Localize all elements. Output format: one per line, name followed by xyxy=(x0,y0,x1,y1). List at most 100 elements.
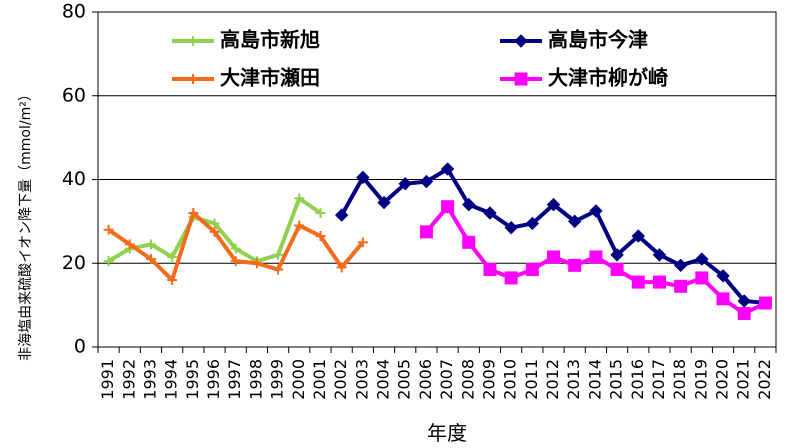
y-axis-title: 非海塩由来硫酸イオン降下量（mmol/m²） xyxy=(18,87,34,361)
data-point xyxy=(419,174,434,189)
x-tick-label: 2014 xyxy=(585,359,604,400)
data-point xyxy=(145,239,156,250)
x-tick-label: 2020 xyxy=(713,359,732,400)
data-point xyxy=(546,197,561,212)
data-point xyxy=(419,225,433,239)
data-point xyxy=(336,262,347,273)
data-point xyxy=(716,292,730,306)
data-point xyxy=(440,162,455,176)
data-point xyxy=(695,252,709,266)
data-point xyxy=(356,170,370,185)
x-tick-label: 2002 xyxy=(331,359,350,400)
data-point xyxy=(188,36,198,46)
data-point xyxy=(695,271,709,285)
x-tick-label: 1993 xyxy=(140,359,159,400)
x-tick-label: 2006 xyxy=(416,359,435,400)
x-tick-label: 1999 xyxy=(268,359,287,400)
data-point xyxy=(124,239,135,250)
data-point xyxy=(273,249,284,260)
data-point xyxy=(504,220,518,235)
data-point xyxy=(652,275,666,289)
x-tick-label: 1994 xyxy=(162,359,181,400)
data-point xyxy=(610,248,624,262)
x-tick-label: 2013 xyxy=(564,359,583,400)
x-axis-title: 年度 xyxy=(427,421,467,445)
data-point xyxy=(230,243,241,254)
legend-label: 大津市瀬田 xyxy=(220,66,320,90)
y-tick-label: 0 xyxy=(74,336,86,358)
x-tick-label: 2016 xyxy=(628,359,647,400)
data-point xyxy=(103,224,114,235)
x-tick-label: 2004 xyxy=(374,359,393,400)
legend-label: 高島市今津 xyxy=(548,28,648,52)
series-4 xyxy=(419,200,772,320)
x-tick-label: 2000 xyxy=(289,359,308,400)
data-point xyxy=(547,250,561,264)
data-point xyxy=(504,271,518,285)
data-point xyxy=(716,269,730,283)
x-tick-label: 2005 xyxy=(395,359,414,400)
x-tick-label: 2019 xyxy=(691,359,710,400)
data-point xyxy=(568,258,582,272)
data-point xyxy=(589,250,603,264)
x-tick-label: 1997 xyxy=(225,359,244,400)
x-tick-label: 2011 xyxy=(522,359,541,400)
legend-item: 高島市新旭 xyxy=(172,28,320,52)
data-point xyxy=(525,263,539,277)
y-tick-label: 80 xyxy=(62,1,86,23)
legend-label: 高島市新旭 xyxy=(220,28,320,52)
data-point xyxy=(631,275,645,289)
data-point xyxy=(188,74,198,84)
data-point xyxy=(652,248,667,262)
legend-item: 大津市柳が崎 xyxy=(500,66,668,90)
grid-layer xyxy=(98,11,776,264)
data-point xyxy=(209,218,220,229)
data-point xyxy=(357,237,368,248)
data-point xyxy=(209,226,220,237)
x-tick-label: 2022 xyxy=(755,359,774,400)
series-layer xyxy=(103,162,773,320)
data-point xyxy=(674,279,688,293)
data-point xyxy=(483,263,497,277)
x-tick-label: 2018 xyxy=(670,359,689,400)
data-point xyxy=(315,231,326,242)
legend-item: 高島市今津 xyxy=(500,28,648,52)
data-point xyxy=(737,307,751,320)
x-tick-label: 1991 xyxy=(98,359,117,400)
data-point xyxy=(514,34,528,48)
series-3 xyxy=(103,208,368,285)
data-point xyxy=(525,216,540,231)
legend-label: 大津市柳が崎 xyxy=(548,66,668,90)
data-point xyxy=(294,220,305,231)
y-tick-label: 60 xyxy=(62,84,86,106)
data-point xyxy=(737,294,751,308)
data-point xyxy=(631,229,645,243)
data-point xyxy=(167,275,178,285)
x-tick-label: 1996 xyxy=(204,359,223,400)
data-point xyxy=(251,258,262,269)
data-point xyxy=(145,254,156,265)
data-point xyxy=(188,208,199,218)
y-tick-label: 40 xyxy=(62,168,86,190)
data-point xyxy=(377,195,391,210)
x-tick-label: 2010 xyxy=(501,359,520,400)
x-tick-label: 2003 xyxy=(352,359,371,400)
x-tick-label: 2017 xyxy=(649,359,668,400)
data-point xyxy=(462,197,476,212)
data-point xyxy=(514,72,528,86)
x-tick-label: 2021 xyxy=(734,359,753,400)
data-point xyxy=(315,208,326,218)
data-point xyxy=(294,193,305,204)
data-point xyxy=(230,256,241,267)
x-tick-label: 1998 xyxy=(246,359,265,400)
data-point xyxy=(462,235,476,249)
legend-item: 大津市瀬田 xyxy=(172,66,320,90)
x-tick-label: 2012 xyxy=(543,359,562,400)
x-tick-label: 2008 xyxy=(458,359,477,400)
x-tick-label: 2009 xyxy=(479,359,498,400)
data-point xyxy=(167,251,178,262)
data-point xyxy=(589,204,603,218)
